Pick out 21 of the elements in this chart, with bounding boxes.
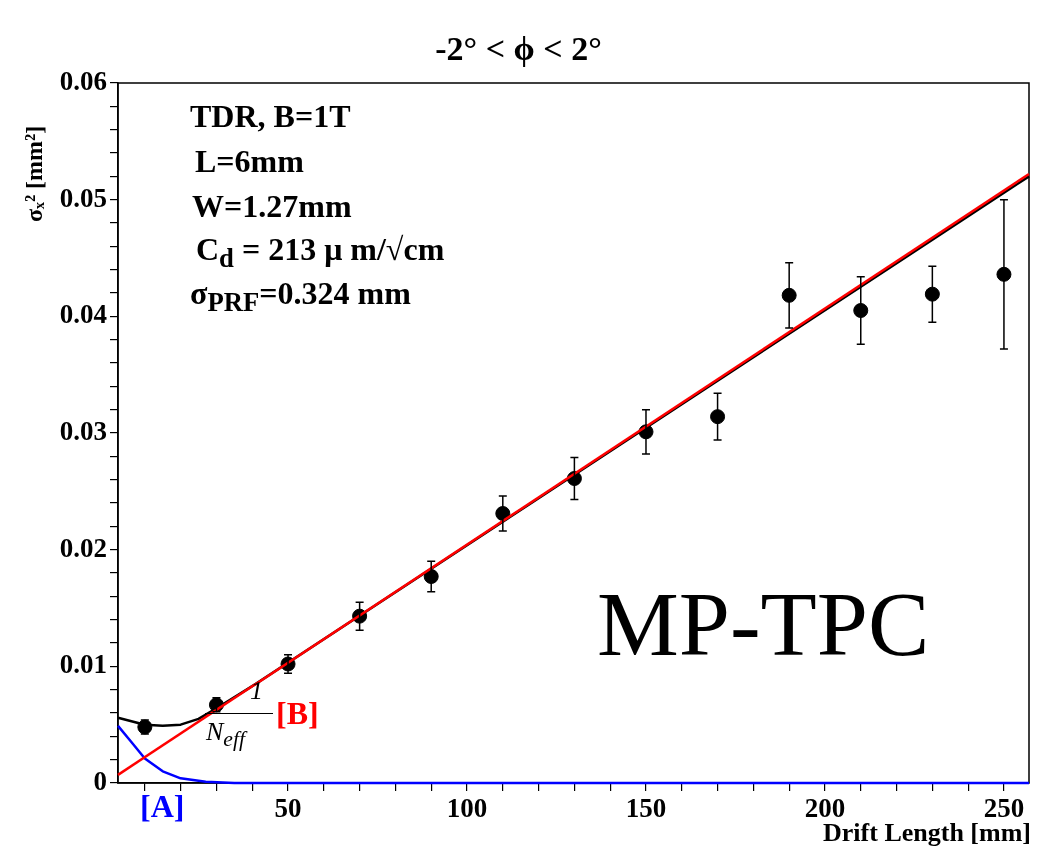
text: [A] bbox=[140, 788, 185, 824]
y-tick-label: 0.01 bbox=[59, 649, 107, 680]
annotation: TDR, B=1T bbox=[190, 98, 351, 134]
y-tick-label: 0.05 bbox=[59, 182, 107, 213]
annotation: 1 bbox=[250, 676, 263, 705]
x-tick-label: 50 bbox=[274, 793, 302, 824]
annotation: [B] bbox=[276, 695, 319, 731]
x-tick-label: 100 bbox=[446, 793, 488, 824]
chart-title: -2° < ϕ < 2° bbox=[434, 30, 603, 67]
annotation: σ$_{PRF}$=0.324 mm bbox=[190, 275, 411, 318]
y-tick-label: 0.06 bbox=[59, 65, 107, 96]
annotation: W=1.27mm bbox=[192, 188, 352, 224]
y-tick-label: 0.04 bbox=[59, 299, 107, 330]
x-tick-label: 150 bbox=[625, 793, 667, 824]
annotation: MP-TPC bbox=[597, 573, 930, 675]
annotation: L=6mm bbox=[195, 143, 304, 179]
y-tick-label: 0 bbox=[93, 765, 107, 796]
y-axis-title: σₓ² [mm²] bbox=[21, 125, 47, 222]
y-tick-label: 0.03 bbox=[59, 415, 107, 446]
annotation: C$_{d}$ = 213 μ m/√cm bbox=[196, 231, 445, 274]
y-tick-label: 0.02 bbox=[59, 532, 107, 563]
